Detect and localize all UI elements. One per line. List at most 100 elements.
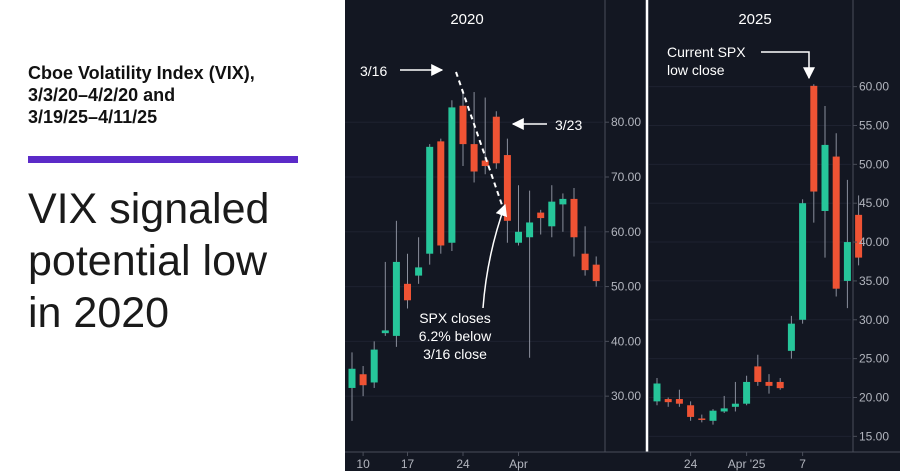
panel-2025-candles — [653, 84, 863, 425]
y-tick-label: 45.00 — [859, 196, 889, 210]
candle-body-down — [470, 144, 478, 172]
candle-body-down — [765, 381, 773, 386]
candle — [754, 354, 762, 386]
candle-body-up — [731, 403, 739, 407]
annotation-date-3-23: 3/23 — [555, 117, 582, 133]
candle-body-down — [754, 366, 762, 382]
y-tick-label: 40.00 — [859, 235, 889, 249]
panel-2025-x-ticks: 24 Apr '25 7 — [684, 452, 806, 471]
candle — [503, 138, 511, 243]
candle — [381, 261, 389, 336]
candle-body-up — [548, 201, 556, 227]
candle-body-up — [392, 261, 400, 336]
panel-2020-title: 2020 — [450, 11, 483, 28]
candle — [810, 84, 818, 223]
candle-body-up — [720, 408, 728, 412]
candle — [743, 375, 751, 406]
candle — [392, 220, 400, 347]
panel-2020-y-ticks: 30.00 40.00 50.00 60.00 70.00 80.00 — [605, 115, 641, 403]
candle-body-up — [559, 198, 567, 205]
candle-body-up — [526, 222, 534, 238]
candle-body-down — [675, 399, 683, 404]
candle — [481, 97, 489, 175]
candle-body-down — [776, 381, 784, 389]
candle — [581, 226, 589, 276]
candle-body-down — [855, 214, 863, 258]
candle — [687, 401, 695, 421]
candle — [675, 389, 683, 407]
arrow-current-spx — [761, 51, 815, 80]
candle — [821, 106, 829, 258]
annotation-date-3-16: 3/16 — [360, 63, 387, 79]
y-tick-label: 55.00 — [859, 118, 889, 132]
candle-body-down — [492, 116, 500, 164]
y-tick-label: 50.00 — [859, 157, 889, 171]
candle-body-down — [592, 264, 600, 282]
candle-body-down — [459, 105, 467, 145]
candle-body-up — [709, 410, 717, 421]
candle — [548, 185, 556, 238]
candle-body-up — [370, 349, 378, 383]
candle — [348, 352, 356, 421]
candle-body-up — [843, 242, 851, 281]
candle-body-up — [799, 203, 807, 320]
candle — [437, 138, 445, 254]
candle — [404, 253, 411, 309]
candle-body-up — [415, 267, 423, 276]
candle-body-up — [426, 146, 434, 254]
arrow-spx-closes — [482, 203, 507, 309]
candle-body-down — [810, 85, 818, 192]
headline-line-2: potential low — [28, 237, 268, 285]
candle-body-down — [570, 198, 578, 238]
candle-body-up — [787, 323, 795, 351]
x-tick-label: 17 — [401, 457, 415, 471]
y-tick-label: 70.00 — [611, 170, 641, 184]
candle — [664, 397, 672, 407]
candle — [359, 366, 367, 397]
candle-body-up — [448, 107, 456, 243]
y-tick-label: 80.00 — [611, 115, 641, 129]
candle — [515, 185, 522, 246]
candle — [526, 190, 534, 358]
candle — [776, 378, 784, 390]
candle — [592, 256, 600, 287]
candle — [537, 209, 545, 235]
candle-body-up — [821, 144, 829, 211]
candle — [799, 199, 807, 324]
candle — [415, 237, 423, 284]
x-tick-label: 24 — [456, 457, 470, 471]
x-tick-label: 10 — [356, 457, 370, 471]
candle-body-down — [437, 141, 445, 246]
x-tick-label: Apr '25 — [728, 457, 766, 471]
y-tick-label: 50.00 — [611, 280, 641, 294]
candle-body-up — [653, 383, 661, 402]
x-tick-label: Apr — [509, 457, 528, 471]
candlestick-chart: 2020 30.00 40.00 50.00 60.00 70.00 80.00 10 17… — [345, 0, 900, 471]
headline-line-1: VIX signaled — [28, 185, 270, 233]
candle — [832, 133, 840, 297]
candle-body-down — [698, 418, 706, 420]
y-tick-label: 30.00 — [611, 389, 641, 403]
candle — [720, 395, 728, 414]
candle-body-down — [359, 374, 367, 386]
y-tick-label: 25.00 — [859, 352, 889, 366]
x-tick-label: 7 — [799, 457, 806, 471]
panel-2020-x-ticks: 10 17 24 Apr — [356, 452, 528, 471]
candle-body-down — [537, 212, 545, 219]
candle-body-up — [348, 368, 356, 388]
candle — [570, 187, 578, 257]
text-panel: Cboe Volatility Index (VIX), 3/3/20–4/2/… — [0, 0, 345, 471]
y-tick-label: 15.00 — [859, 429, 889, 443]
annotation-spx-line-2: 6.2% below — [419, 328, 492, 344]
candle — [470, 92, 478, 183]
candle — [370, 341, 378, 388]
candle-body-down — [581, 253, 589, 271]
y-tick-label: 40.00 — [611, 334, 641, 348]
y-tick-label: 20.00 — [859, 390, 889, 404]
panel-2025-grid — [649, 86, 851, 437]
candle — [459, 92, 467, 167]
chart-title-line-1: Cboe Volatility Index (VIX), — [28, 63, 255, 83]
chart-title-line-3: 3/19/25–4/11/25 — [28, 107, 158, 127]
candle — [787, 315, 795, 359]
candle — [731, 381, 739, 412]
